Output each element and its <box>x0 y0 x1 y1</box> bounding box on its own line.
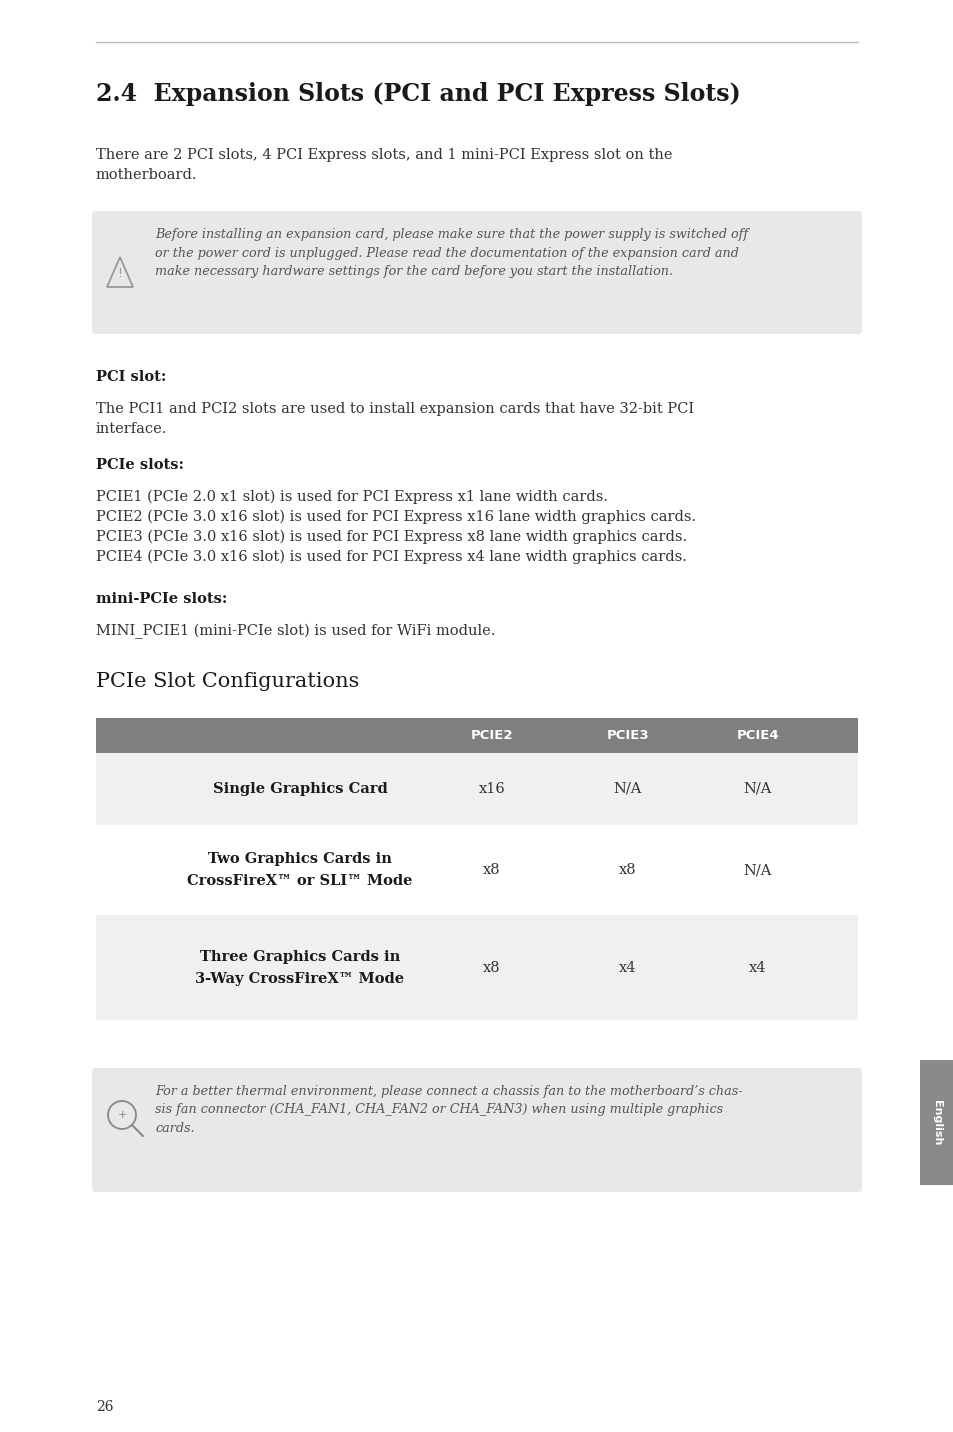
Text: For a better thermal environment, please connect a chassis fan to the motherboar: For a better thermal environment, please… <box>154 1085 741 1136</box>
Text: The PCI1 and PCI2 slots are used to install expansion cards that have 32-bit PCI: The PCI1 and PCI2 slots are used to inst… <box>96 402 694 437</box>
Text: PCIE2: PCIE2 <box>470 729 513 742</box>
Text: mini-PCIe slots:: mini-PCIe slots: <box>96 591 227 606</box>
Text: Single Graphics Card: Single Graphics Card <box>213 782 387 796</box>
Text: 3-Way CrossFireX™ Mode: 3-Way CrossFireX™ Mode <box>195 971 404 985</box>
Text: !: ! <box>117 266 122 281</box>
Text: English: English <box>931 1100 941 1146</box>
Text: x8: x8 <box>482 961 500 975</box>
Text: PCIe slots:: PCIe slots: <box>96 458 184 473</box>
Text: MINI_PCIE1 (mini-PCIe slot) is used for WiFi module.: MINI_PCIE1 (mini-PCIe slot) is used for … <box>96 624 495 639</box>
Text: 26: 26 <box>96 1400 113 1413</box>
Text: +: + <box>117 1110 127 1120</box>
Text: PCIE4 (PCIe 3.0 x16 slot) is used for PCI Express x4 lane width graphics cards.: PCIE4 (PCIe 3.0 x16 slot) is used for PC… <box>96 550 686 564</box>
Bar <box>96 825 857 915</box>
Text: x8: x8 <box>482 863 500 876</box>
Text: x8: x8 <box>618 863 637 876</box>
Text: PCIE2 (PCIe 3.0 x16 slot) is used for PCI Express x16 lane width graphics cards.: PCIE2 (PCIe 3.0 x16 slot) is used for PC… <box>96 510 696 524</box>
Text: x4: x4 <box>618 961 636 975</box>
Text: PCIE3 (PCIe 3.0 x16 slot) is used for PCI Express x8 lane width graphics cards.: PCIE3 (PCIe 3.0 x16 slot) is used for PC… <box>96 530 686 544</box>
Text: There are 2 PCI slots, 4 PCI Express slots, and 1 mini-PCI Express slot on the
m: There are 2 PCI slots, 4 PCI Express slo… <box>96 147 672 182</box>
Text: PCIE4: PCIE4 <box>736 729 779 742</box>
Text: N/A: N/A <box>743 863 771 876</box>
FancyBboxPatch shape <box>91 211 862 334</box>
Text: PCI slot:: PCI slot: <box>96 369 166 384</box>
Text: Before installing an expansion card, please make sure that the power supply is s: Before installing an expansion card, ple… <box>154 228 747 278</box>
Text: CrossFireX™ or SLI™ Mode: CrossFireX™ or SLI™ Mode <box>187 874 413 888</box>
Text: x16: x16 <box>478 782 505 796</box>
Bar <box>96 753 857 825</box>
Text: N/A: N/A <box>743 782 771 796</box>
Text: Three Graphics Cards in: Three Graphics Cards in <box>200 949 399 964</box>
Bar <box>96 717 857 753</box>
Text: PCIe Slot Configurations: PCIe Slot Configurations <box>96 672 359 692</box>
Text: N/A: N/A <box>613 782 641 796</box>
Text: x4: x4 <box>748 961 766 975</box>
Bar <box>96 915 857 1020</box>
FancyBboxPatch shape <box>91 1068 862 1191</box>
Bar <box>919 1060 953 1186</box>
Text: PCIE3: PCIE3 <box>606 729 649 742</box>
Text: PCIE1 (PCIe 2.0 x1 slot) is used for PCI Express x1 lane width cards.: PCIE1 (PCIe 2.0 x1 slot) is used for PCI… <box>96 490 607 504</box>
Text: 2.4  Expansion Slots (PCI and PCI Express Slots): 2.4 Expansion Slots (PCI and PCI Express… <box>96 82 740 106</box>
Text: Two Graphics Cards in: Two Graphics Cards in <box>208 852 392 866</box>
